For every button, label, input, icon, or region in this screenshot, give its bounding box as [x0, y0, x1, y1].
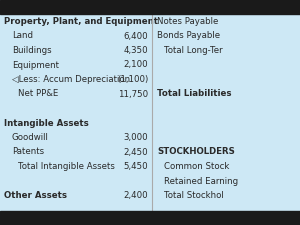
Text: 4,350: 4,350	[123, 46, 148, 55]
Text: Property, Plant, and Equipment: Property, Plant, and Equipment	[4, 17, 158, 26]
Text: Buildings: Buildings	[12, 46, 52, 55]
Text: STOCKHOLDERS: STOCKHOLDERS	[157, 148, 235, 157]
Text: Equipment: Equipment	[12, 61, 59, 70]
Text: Intangible Assets: Intangible Assets	[4, 119, 89, 128]
Text: Total Stockhol: Total Stockhol	[164, 191, 224, 200]
Text: 3,000: 3,000	[123, 133, 148, 142]
Text: 5,450: 5,450	[123, 162, 148, 171]
Text: ◁Less: Accum Depreciation: ◁Less: Accum Depreciation	[12, 75, 130, 84]
Text: Total Long-Ter: Total Long-Ter	[164, 46, 223, 55]
Text: Net PP&E: Net PP&E	[18, 90, 58, 99]
Text: Bonds Payable: Bonds Payable	[157, 32, 220, 40]
Text: Land: Land	[12, 32, 33, 40]
Text: 2,400: 2,400	[123, 191, 148, 200]
Text: (1,100): (1,100)	[117, 75, 148, 84]
Text: Goodwill: Goodwill	[12, 133, 49, 142]
Text: 6,400: 6,400	[123, 32, 148, 40]
Text: Notes Payable: Notes Payable	[157, 17, 218, 26]
Text: Common Stock: Common Stock	[164, 162, 230, 171]
Text: 2,450: 2,450	[123, 148, 148, 157]
Text: 11,750: 11,750	[118, 90, 148, 99]
Text: Total Liabilities: Total Liabilities	[157, 90, 232, 99]
Text: Other Assets: Other Assets	[4, 191, 67, 200]
Text: 2,100: 2,100	[123, 61, 148, 70]
Bar	[0, 211, 300, 225]
Text: Patents: Patents	[12, 148, 44, 157]
Bar	[0, 0, 300, 14]
Text: Retained Earning: Retained Earning	[164, 176, 238, 185]
Text: Total Intangible Assets: Total Intangible Assets	[18, 162, 115, 171]
